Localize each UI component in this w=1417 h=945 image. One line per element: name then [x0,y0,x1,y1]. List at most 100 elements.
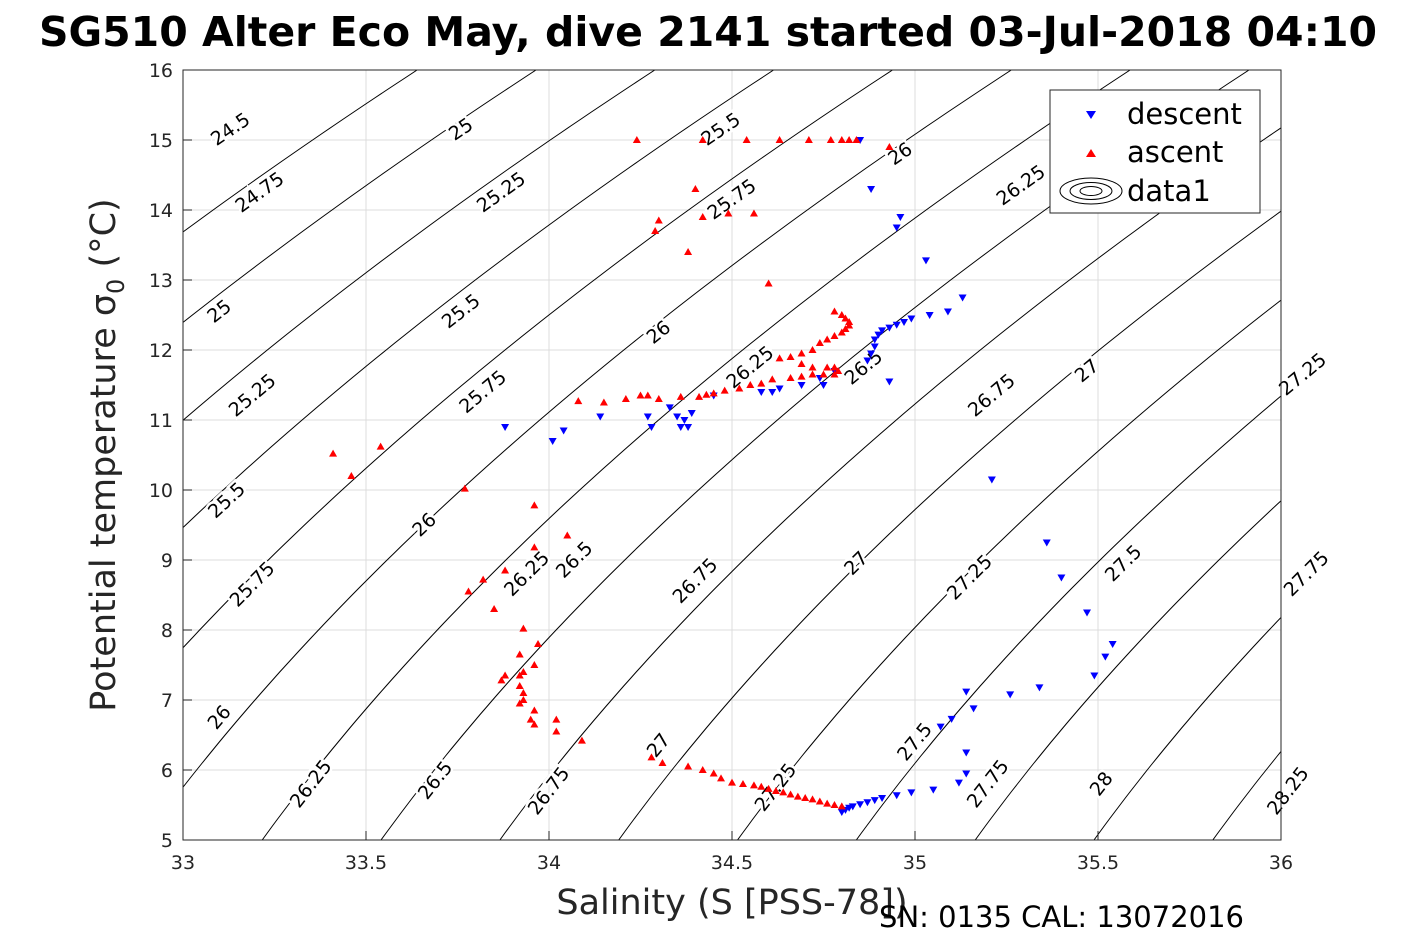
ascent-point [530,543,539,551]
contour-label: 27.5 [1101,541,1147,586]
descent-point [870,797,879,805]
descent-point [896,214,905,221]
descent-point [757,389,766,396]
density-contour [183,70,1013,789]
descent-point [845,804,854,812]
ascent-point [530,501,539,509]
descent-point [559,427,568,435]
contour-label: 26.25 [286,756,337,812]
x-tick-label: 36 [1269,852,1293,874]
ascent-point [771,787,780,794]
ascent-point [577,736,586,744]
ascent-point [515,671,524,679]
series-ascent [329,136,894,810]
ascent-point [552,715,561,723]
ascent-point [764,279,773,287]
ascent-point [786,374,795,381]
descent-point [885,378,894,386]
density-contour [183,70,894,649]
ascent-point [698,213,707,220]
ascent-point [519,624,528,632]
descent-point [1006,691,1015,699]
descent-point [867,350,876,358]
contour-label: 25.75 [455,366,511,418]
descent-point [943,308,952,316]
descent-point [687,410,696,417]
ascent-point [599,398,608,406]
ascent-point [647,753,656,761]
ascent-point [830,307,839,315]
contour-label: 25.25 [225,370,281,422]
ascent-point [684,762,693,770]
chart-title: SG510 Alter Eco May, dive 2141 started 0… [39,8,1377,56]
legend-box [1049,89,1261,214]
ascent-point [515,682,524,689]
contour-label: 25.75 [226,557,280,611]
footer-calibration: SN: 0135 CAL: 13072016 [879,900,1244,934]
descent-point [673,413,682,421]
descent-point [596,413,605,421]
ascent-point [651,227,660,234]
contour-label: 27.75 [1280,547,1334,601]
ascent-point [519,696,528,703]
y-tick-label: 9 [161,550,173,572]
y-axis: 5 6 7 8 9 10 11 12 13 14 15 16 [149,60,192,852]
ascent-point [837,136,846,143]
y-tick-label: 13 [149,270,173,292]
descent-point [856,801,865,809]
ascent-point [808,346,817,353]
ascent-point [347,472,356,479]
ascent-point [530,720,539,728]
ascent-point [775,136,784,143]
y-tick-label: 14 [149,200,173,222]
ascent-point [786,353,795,360]
ascent-point [797,372,806,380]
ascent-point [885,143,894,150]
ascent-point [632,136,641,143]
ascent-point [830,370,839,378]
ascent-point [691,185,700,192]
descent-point [874,331,883,339]
contour-label: 27.75 [963,756,1014,812]
density-contour [855,395,1281,840]
descent-point [819,382,828,389]
ascent-point [490,605,499,612]
descent-point [1042,539,1051,547]
descent-point [878,327,887,335]
descent-point [647,424,656,431]
descent-point [892,224,901,232]
descent-point [643,413,652,421]
contour-label: 26.25 [993,161,1050,210]
ascent-point [779,788,788,796]
ascent-point [746,381,755,388]
legend-ascent-label: ascent [1127,135,1223,169]
ascent-point [728,778,736,786]
ascent-point [702,390,711,398]
ascent-point [720,386,729,394]
ascent-point [497,676,506,684]
contour-label: 27.25 [1275,349,1331,401]
ascent-point [837,311,846,318]
contour-label: 26.25 [500,547,554,601]
density-contour [1307,35,1417,875]
ascent-point [801,794,810,801]
y-axis-label-main: Potential temperature σ [84,294,124,712]
ascent-point [837,802,846,810]
y-tick-label: 6 [161,760,173,782]
descent-point [954,779,963,787]
legend-data1-contour-icon [1059,177,1123,205]
contour-label: 26 [203,701,235,734]
x-tick-label: 33 [171,852,195,874]
descent-point [870,343,879,351]
density-contour [974,500,1281,840]
ascent-point [376,442,385,450]
contour-label: 28.25 [1263,763,1314,819]
contour-label: 27 [643,729,675,762]
ascent-point [636,391,645,399]
y-tick-label: 10 [149,480,173,502]
descent-point [892,792,901,800]
ascent-point [797,349,806,357]
legend-data1-label: data1 [1127,174,1211,208]
ascent-point [823,799,832,807]
contour-label: 25 [445,114,477,146]
